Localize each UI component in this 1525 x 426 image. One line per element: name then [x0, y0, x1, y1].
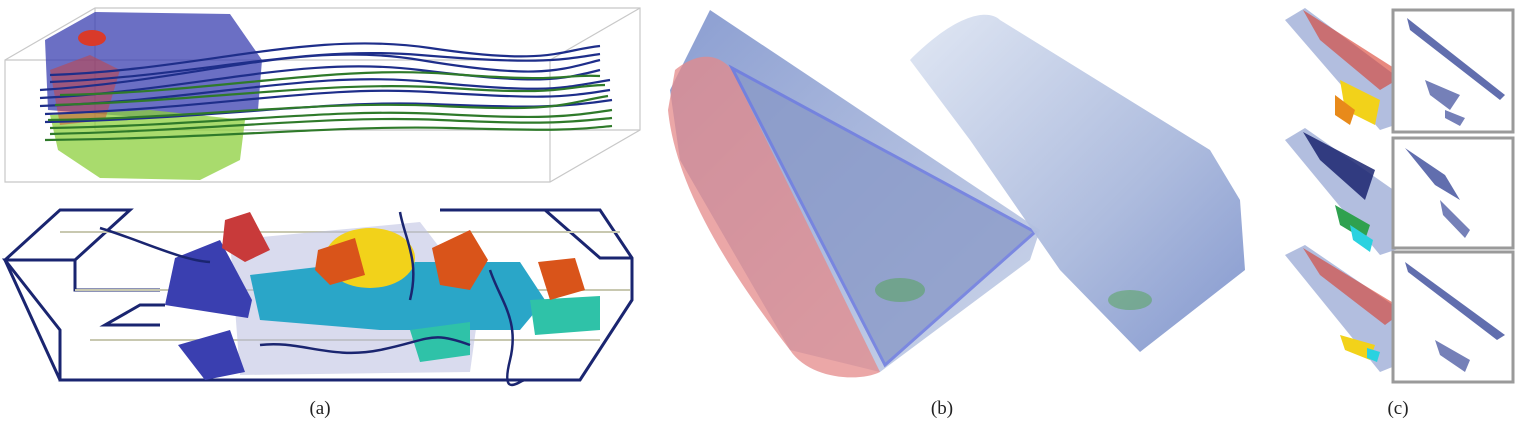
red-isosurface-bottom — [222, 212, 270, 262]
caption-c: (c) — [1387, 398, 1409, 419]
inset1-shape-b — [1425, 80, 1460, 110]
panel-c-graphic — [1285, 8, 1515, 384]
red-blob-top — [78, 30, 106, 46]
figure-panel-c — [1275, 0, 1525, 395]
row1-orange-region — [1335, 95, 1355, 125]
panel-c-row-1 — [1285, 8, 1515, 134]
caption-a: (a) — [309, 398, 331, 419]
surface-left-blue-face — [728, 64, 1038, 368]
row3-red-region — [1303, 248, 1405, 325]
row1-surface — [1285, 8, 1415, 130]
inset1-shape-a — [1407, 18, 1505, 100]
row1-yellow-region — [1340, 80, 1380, 125]
green-feature-right — [1108, 290, 1152, 310]
streamlines — [39, 42, 613, 142]
surface-left-pink-face — [668, 56, 880, 378]
row3-cyan-region — [1367, 348, 1380, 362]
row2-cyan-region — [1350, 225, 1373, 252]
inset3-shape-b — [1435, 340, 1470, 372]
blue-isosurface-bottom-lower — [178, 330, 245, 380]
panel-a-graphic — [1, 7, 641, 387]
bottom-skeleton-frame — [1, 208, 634, 382]
row3-surface — [1285, 245, 1415, 372]
figure-panel-b — [660, 0, 1260, 395]
orange-isosurface-3 — [538, 258, 585, 300]
row2-navy-region — [1303, 132, 1375, 200]
row2-green-region — [1335, 205, 1370, 240]
inset2-shape-b — [1440, 200, 1470, 238]
inset2-shape-a — [1405, 148, 1460, 200]
inset3-shape-a — [1405, 262, 1505, 340]
row1-red-region — [1303, 10, 1405, 90]
teal-isosurface — [410, 322, 470, 362]
orange-isosurface-1 — [315, 238, 365, 285]
caption-b: (b) — [930, 398, 954, 419]
inset1-shape-c — [1445, 110, 1465, 126]
panel-c-row-3 — [1285, 245, 1515, 384]
panel-b-graphic — [668, 10, 1245, 378]
orange-isosurface-2 — [432, 230, 488, 290]
row3-yellow-region — [1340, 335, 1375, 360]
skeleton-curves — [99, 211, 526, 387]
green-feature-left — [875, 278, 925, 302]
figure-panel-a — [0, 0, 650, 395]
teal-isosurface-right — [530, 296, 600, 335]
row2-surface — [1285, 128, 1415, 255]
panel-c-row-2 — [1285, 128, 1515, 255]
blue-isosurface-bottom — [165, 240, 252, 318]
surface-right — [910, 14, 1245, 353]
